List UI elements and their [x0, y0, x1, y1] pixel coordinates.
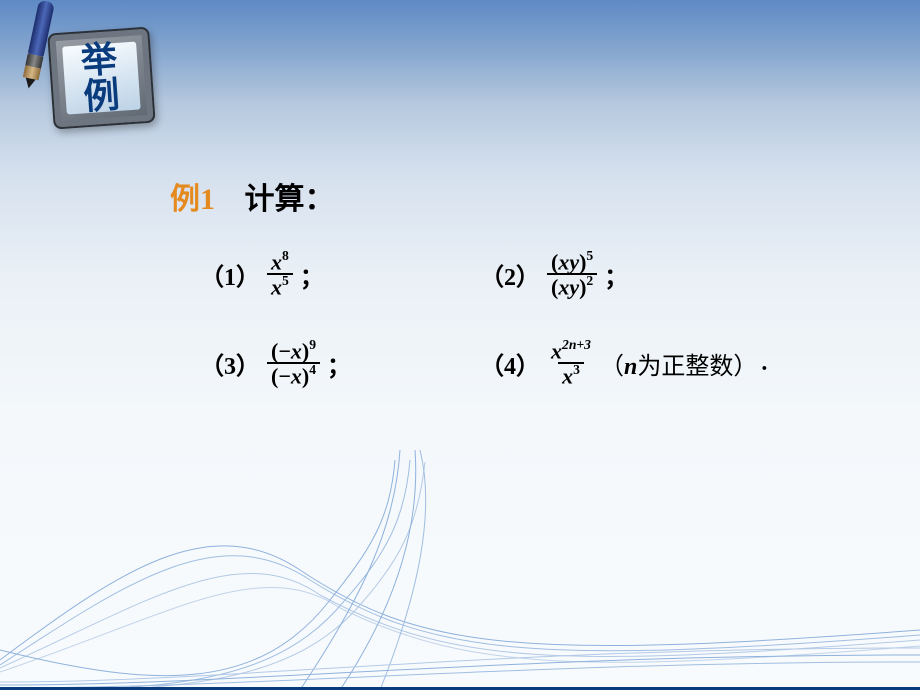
problem-1-tail: ；: [300, 257, 324, 292]
example-label: 例: [170, 183, 200, 216]
problem-3-tail: ；: [327, 346, 351, 381]
problem-4-fraction: x2n+3 x3: [547, 339, 595, 388]
problem-4: （4） x2n+3 x3 （n为正整数） .: [480, 339, 860, 388]
badge-line2: 例: [82, 77, 122, 116]
problem-4-index: （4）: [480, 346, 540, 381]
problem-1-fraction: x8 x5: [267, 250, 293, 299]
example-badge: 举 例: [38, 8, 166, 136]
badge-text: 举 例: [80, 41, 123, 115]
tablet-frame: 举 例: [47, 27, 155, 130]
example-text: 计算：: [245, 183, 335, 216]
problems-row-1: （1） x8 x5 ； （2） (xy)5 (xy)2 ；: [200, 250, 860, 299]
problem-3: （3） (−x)9 (−x)4 ；: [200, 339, 480, 388]
example-heading: 例1 计算：: [170, 174, 335, 218]
problems-row-2: （3） (−x)9 (−x)4 ； （4） x2n+3 x3 （n为正整数） .: [200, 339, 860, 388]
problem-4-tail: .: [761, 350, 767, 377]
badge-line1: 举: [80, 41, 120, 80]
problems-grid: （1） x8 x5 ； （2） (xy)5 (xy)2 ； （3）: [200, 250, 860, 428]
problem-2: （2） (xy)5 (xy)2 ；: [480, 250, 860, 299]
wave-decoration: [0, 450, 920, 690]
problem-1-index: （1）: [200, 257, 260, 292]
problem-2-tail: ；: [604, 257, 628, 292]
problem-2-fraction: (xy)5 (xy)2: [547, 250, 597, 299]
problem-2-index: （2）: [480, 257, 540, 292]
example-number: 1: [200, 183, 215, 216]
problem-3-fraction: (−x)9 (−x)4: [267, 339, 320, 388]
problem-3-index: （3）: [200, 346, 260, 381]
problem-4-note: （n为正整数）: [600, 346, 757, 381]
problem-1: （1） x8 x5 ；: [200, 250, 480, 299]
tablet-screen: 举 例: [62, 42, 141, 115]
